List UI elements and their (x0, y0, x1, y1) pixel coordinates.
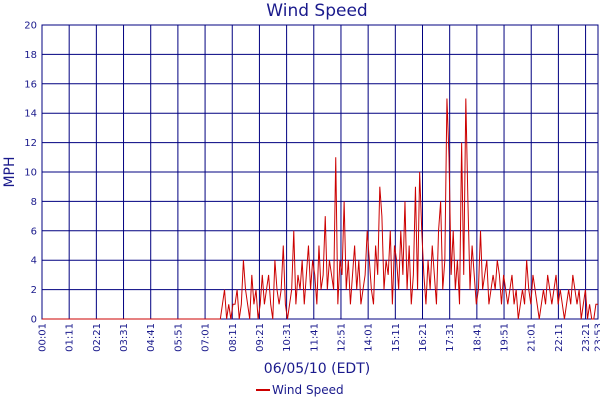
x-tick-label: 15:11 (391, 323, 402, 352)
x-tick-label: 10:31 (282, 323, 293, 352)
y-tick-label: 4 (31, 256, 37, 267)
y-tick-label: 10 (24, 168, 37, 179)
y-tick-label: 14 (24, 109, 37, 120)
series-line-wind-speed (42, 98, 598, 320)
x-tick-label: 05:51 (173, 323, 184, 352)
x-tick-label: 18:41 (472, 323, 483, 352)
x-tick-label: 16:21 (418, 323, 429, 352)
x-tick-labels: 00:01 01:11 02:21 03:31 04:41 05:51 07:01 08:11… (38, 323, 600, 352)
x-tick-label: 08:11 (228, 323, 239, 352)
x-tick-label: 12:51 (336, 323, 347, 352)
y-tick-label: 20 (24, 21, 37, 32)
y-tick-label: 2 (31, 285, 37, 296)
x-tick-label: 23:21 (581, 323, 592, 352)
x-tick-label: 03:31 (119, 323, 130, 352)
y-tick-label: 6 (31, 226, 37, 237)
y-axis-label: MPH (2, 156, 18, 187)
chart-title: Wind Speed (266, 1, 367, 21)
x-tick-label: 09:21 (255, 323, 266, 352)
x-tick-label: 02:21 (92, 323, 103, 352)
x-axis-label: 06/05/10 (EDT) (264, 361, 370, 377)
legend: Wind Speed (256, 383, 344, 397)
y-tick-label: 12 (24, 138, 37, 149)
x-tick-label: 23:53 (594, 323, 600, 352)
y-tick-label: 8 (31, 197, 37, 208)
x-tick-label: 00:01 (38, 323, 49, 352)
series-layer (42, 98, 598, 320)
x-tick-label: 14:01 (364, 323, 375, 352)
x-tick-label: 04:41 (146, 323, 157, 352)
legend-entry: Wind Speed (272, 383, 344, 397)
x-tick-label: 21:01 (527, 323, 538, 352)
x-tick-label: 01:11 (65, 323, 76, 352)
y-tick-label: 18 (24, 50, 37, 61)
x-tick-label: 07:01 (201, 323, 212, 352)
x-tick-label: 19:51 (500, 323, 511, 352)
x-tick-label: 11:41 (309, 323, 320, 352)
x-tick-label: 17:31 (445, 323, 456, 352)
y-tick-labels: 0 2 4 6 8 10 12 14 16 18 20 (24, 21, 37, 326)
x-tick-label: 22:11 (554, 323, 565, 352)
y-tick-label: 0 (31, 315, 37, 326)
y-tick-label: 16 (24, 79, 37, 90)
